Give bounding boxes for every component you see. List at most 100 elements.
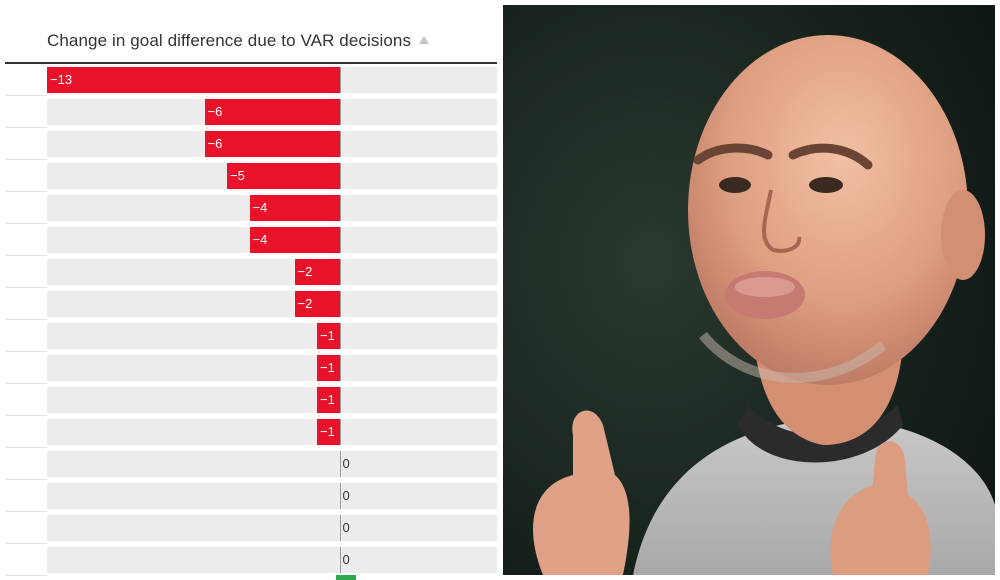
value-label: −4 xyxy=(252,200,268,215)
zero-axis-line xyxy=(339,419,341,445)
bar-track: −1 xyxy=(47,355,497,381)
value-label: −13 xyxy=(50,72,73,87)
bar-track: −6 xyxy=(47,99,497,125)
left-eyebrow xyxy=(693,143,773,165)
bar-track: −2 xyxy=(47,259,497,285)
bar-track: −2 xyxy=(47,291,497,317)
chart-panel: Change in goal difference due to VAR dec… xyxy=(0,28,500,580)
left-eye xyxy=(719,177,751,193)
row-separator xyxy=(5,447,47,448)
zero-axis-line xyxy=(339,131,341,157)
left-thumb-hand xyxy=(533,410,630,575)
bar-track: −1 xyxy=(47,387,497,413)
bar[interactable] xyxy=(317,387,340,413)
bar[interactable] xyxy=(249,227,340,253)
bar-row: −2 xyxy=(0,256,500,288)
zero-axis-line xyxy=(339,67,341,93)
zero-axis-line xyxy=(339,483,341,509)
bar-track: −4 xyxy=(47,195,497,221)
row-separator xyxy=(5,511,47,512)
chart-header: Change in goal difference due to VAR dec… xyxy=(47,28,430,54)
nose xyxy=(762,189,802,253)
row-separator xyxy=(5,351,47,352)
bar-track: −5 xyxy=(47,163,497,189)
ear xyxy=(941,190,985,280)
bar[interactable] xyxy=(317,419,340,445)
bar[interactable] xyxy=(204,131,340,157)
collar xyxy=(738,405,903,463)
bar[interactable] xyxy=(47,67,340,93)
right-eye xyxy=(809,177,843,193)
zero-axis-line xyxy=(339,99,341,125)
value-label: −2 xyxy=(297,296,313,311)
bar-row: 0 xyxy=(0,448,500,480)
row-separator xyxy=(5,319,47,320)
bar-track: −13 xyxy=(47,67,497,93)
bar-rows: −13 −6 −6 −5 −4 −4 −2 −2 −1 −1 −1 −1 0 0 0 0 xyxy=(0,64,500,580)
value-label: −2 xyxy=(297,264,313,279)
row-separator xyxy=(5,575,47,576)
zero-axis-line xyxy=(339,291,341,317)
value-label: 0 xyxy=(342,552,350,567)
sort-ascending-icon[interactable] xyxy=(419,36,430,44)
bar-row: −6 xyxy=(0,128,500,160)
chart-title: Change in goal difference due to VAR dec… xyxy=(47,31,412,50)
zero-axis-line xyxy=(339,515,341,541)
bar-track: 0 xyxy=(47,547,497,573)
right-thumb-hand xyxy=(830,441,931,575)
row-separator xyxy=(5,287,47,288)
stubble xyxy=(699,331,887,383)
row-separator xyxy=(5,127,47,128)
row-separator xyxy=(5,159,47,160)
value-label: −1 xyxy=(320,328,335,343)
value-label: −6 xyxy=(207,104,223,119)
row-separator xyxy=(5,543,47,544)
bar[interactable] xyxy=(204,99,340,125)
bar[interactable] xyxy=(227,163,340,189)
bar-row: −1 xyxy=(0,416,500,448)
lip-highlight xyxy=(735,277,795,297)
bald-man-thumbs-up-icon xyxy=(503,5,995,575)
zero-axis-line xyxy=(339,451,341,477)
bar-row: −5 xyxy=(0,160,500,192)
bar-row: −13 xyxy=(0,64,500,96)
bar-row: −1 xyxy=(0,320,500,352)
zero-axis-line xyxy=(339,355,341,381)
bar[interactable] xyxy=(249,195,340,221)
row-separator xyxy=(5,191,47,192)
value-label: −1 xyxy=(320,424,335,439)
row-separator xyxy=(5,223,47,224)
bar-track: −1 xyxy=(47,419,497,445)
bar-track: 0 xyxy=(47,451,497,477)
bar[interactable] xyxy=(317,323,340,349)
bar-track: −4 xyxy=(47,227,497,253)
zero-axis-line xyxy=(339,547,341,573)
row-separator xyxy=(5,255,47,256)
bar[interactable] xyxy=(294,259,340,285)
photo-panel xyxy=(503,5,995,575)
bar-track: −6 xyxy=(47,131,497,157)
bar-row: 0 xyxy=(0,544,500,576)
zero-axis-line xyxy=(339,259,341,285)
bar[interactable] xyxy=(294,291,340,317)
bar-row: −4 xyxy=(0,192,500,224)
bar-track: 0 xyxy=(47,515,497,541)
bar-row: −4 xyxy=(0,224,500,256)
header-rule xyxy=(5,62,497,64)
bar-row: 0 xyxy=(0,512,500,544)
value-label: −6 xyxy=(207,136,223,151)
bar-row: −2 xyxy=(0,288,500,320)
zero-axis-line xyxy=(339,227,341,253)
bar[interactable] xyxy=(317,355,340,381)
value-label: −1 xyxy=(320,360,335,375)
value-label: 0 xyxy=(342,520,350,535)
value-label: −4 xyxy=(252,232,268,247)
bar-track: −1 xyxy=(47,323,497,349)
bar-row: −1 xyxy=(0,352,500,384)
zero-axis-line xyxy=(339,163,341,189)
head xyxy=(688,35,968,385)
row-separator xyxy=(5,95,47,96)
value-label: 0 xyxy=(342,456,350,471)
row-separator xyxy=(5,415,47,416)
zero-axis-line xyxy=(339,387,341,413)
